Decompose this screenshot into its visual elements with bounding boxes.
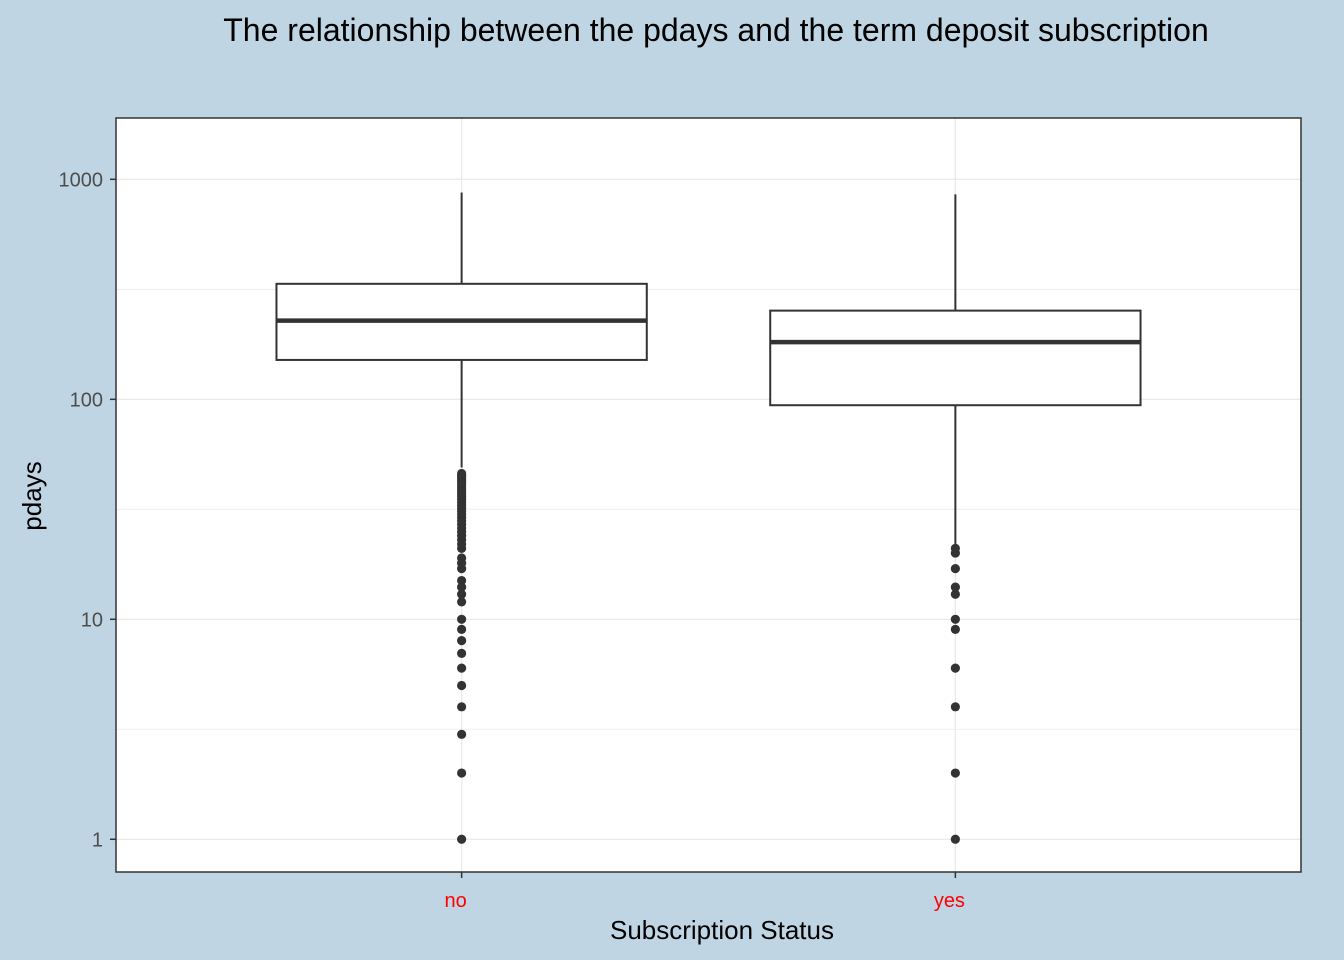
box-layer bbox=[275, 192, 1142, 844]
outlier-point bbox=[950, 702, 960, 712]
outlier-point bbox=[950, 768, 960, 778]
outlier-point bbox=[457, 729, 467, 739]
x-axis: no yes bbox=[445, 872, 965, 912]
outlier-point bbox=[457, 589, 467, 599]
box-no bbox=[275, 192, 648, 844]
x-tick-label: yes bbox=[934, 890, 965, 912]
chart-title: The relationship between the pdays and t… bbox=[223, 12, 1208, 48]
outlier-point bbox=[457, 680, 467, 691]
y-tick-label: 10 bbox=[81, 609, 103, 631]
outlier-point bbox=[950, 563, 960, 574]
outlier-point bbox=[950, 582, 960, 592]
outlier-point bbox=[457, 663, 467, 673]
outlier-point bbox=[457, 575, 467, 586]
y-tick-label: 1000 bbox=[59, 169, 104, 191]
y-tick-label: 100 bbox=[70, 389, 103, 411]
outlier-point bbox=[457, 624, 467, 634]
iqr-box bbox=[769, 309, 1142, 407]
outlier-point bbox=[457, 597, 467, 607]
outlier-point bbox=[950, 663, 960, 673]
plot-panel bbox=[116, 118, 1301, 872]
x-axis-title: Subscription Status bbox=[610, 915, 834, 945]
plot-panel-border bbox=[115, 117, 1302, 873]
box-yes bbox=[769, 194, 1142, 844]
x-tick-label: no bbox=[445, 890, 467, 912]
outlier-point bbox=[950, 834, 960, 844]
y-axis-title: pdays bbox=[17, 461, 47, 530]
outlier-point bbox=[950, 589, 960, 599]
outlier-point bbox=[457, 768, 467, 778]
outlier-point bbox=[457, 648, 467, 658]
outlier-point bbox=[950, 614, 960, 624]
outlier-point bbox=[950, 624, 960, 634]
outlier-point bbox=[457, 553, 467, 563]
outlier-point bbox=[950, 543, 960, 554]
outlier-point bbox=[457, 636, 467, 646]
outlier-point bbox=[457, 582, 467, 592]
y-axis: 1 10 100 1000 bbox=[59, 169, 116, 851]
outlier-point bbox=[457, 468, 467, 479]
outlier-point bbox=[457, 834, 467, 844]
y-tick-label: 1 bbox=[92, 829, 103, 851]
outlier-point bbox=[457, 702, 467, 712]
outlier-point bbox=[457, 614, 467, 624]
